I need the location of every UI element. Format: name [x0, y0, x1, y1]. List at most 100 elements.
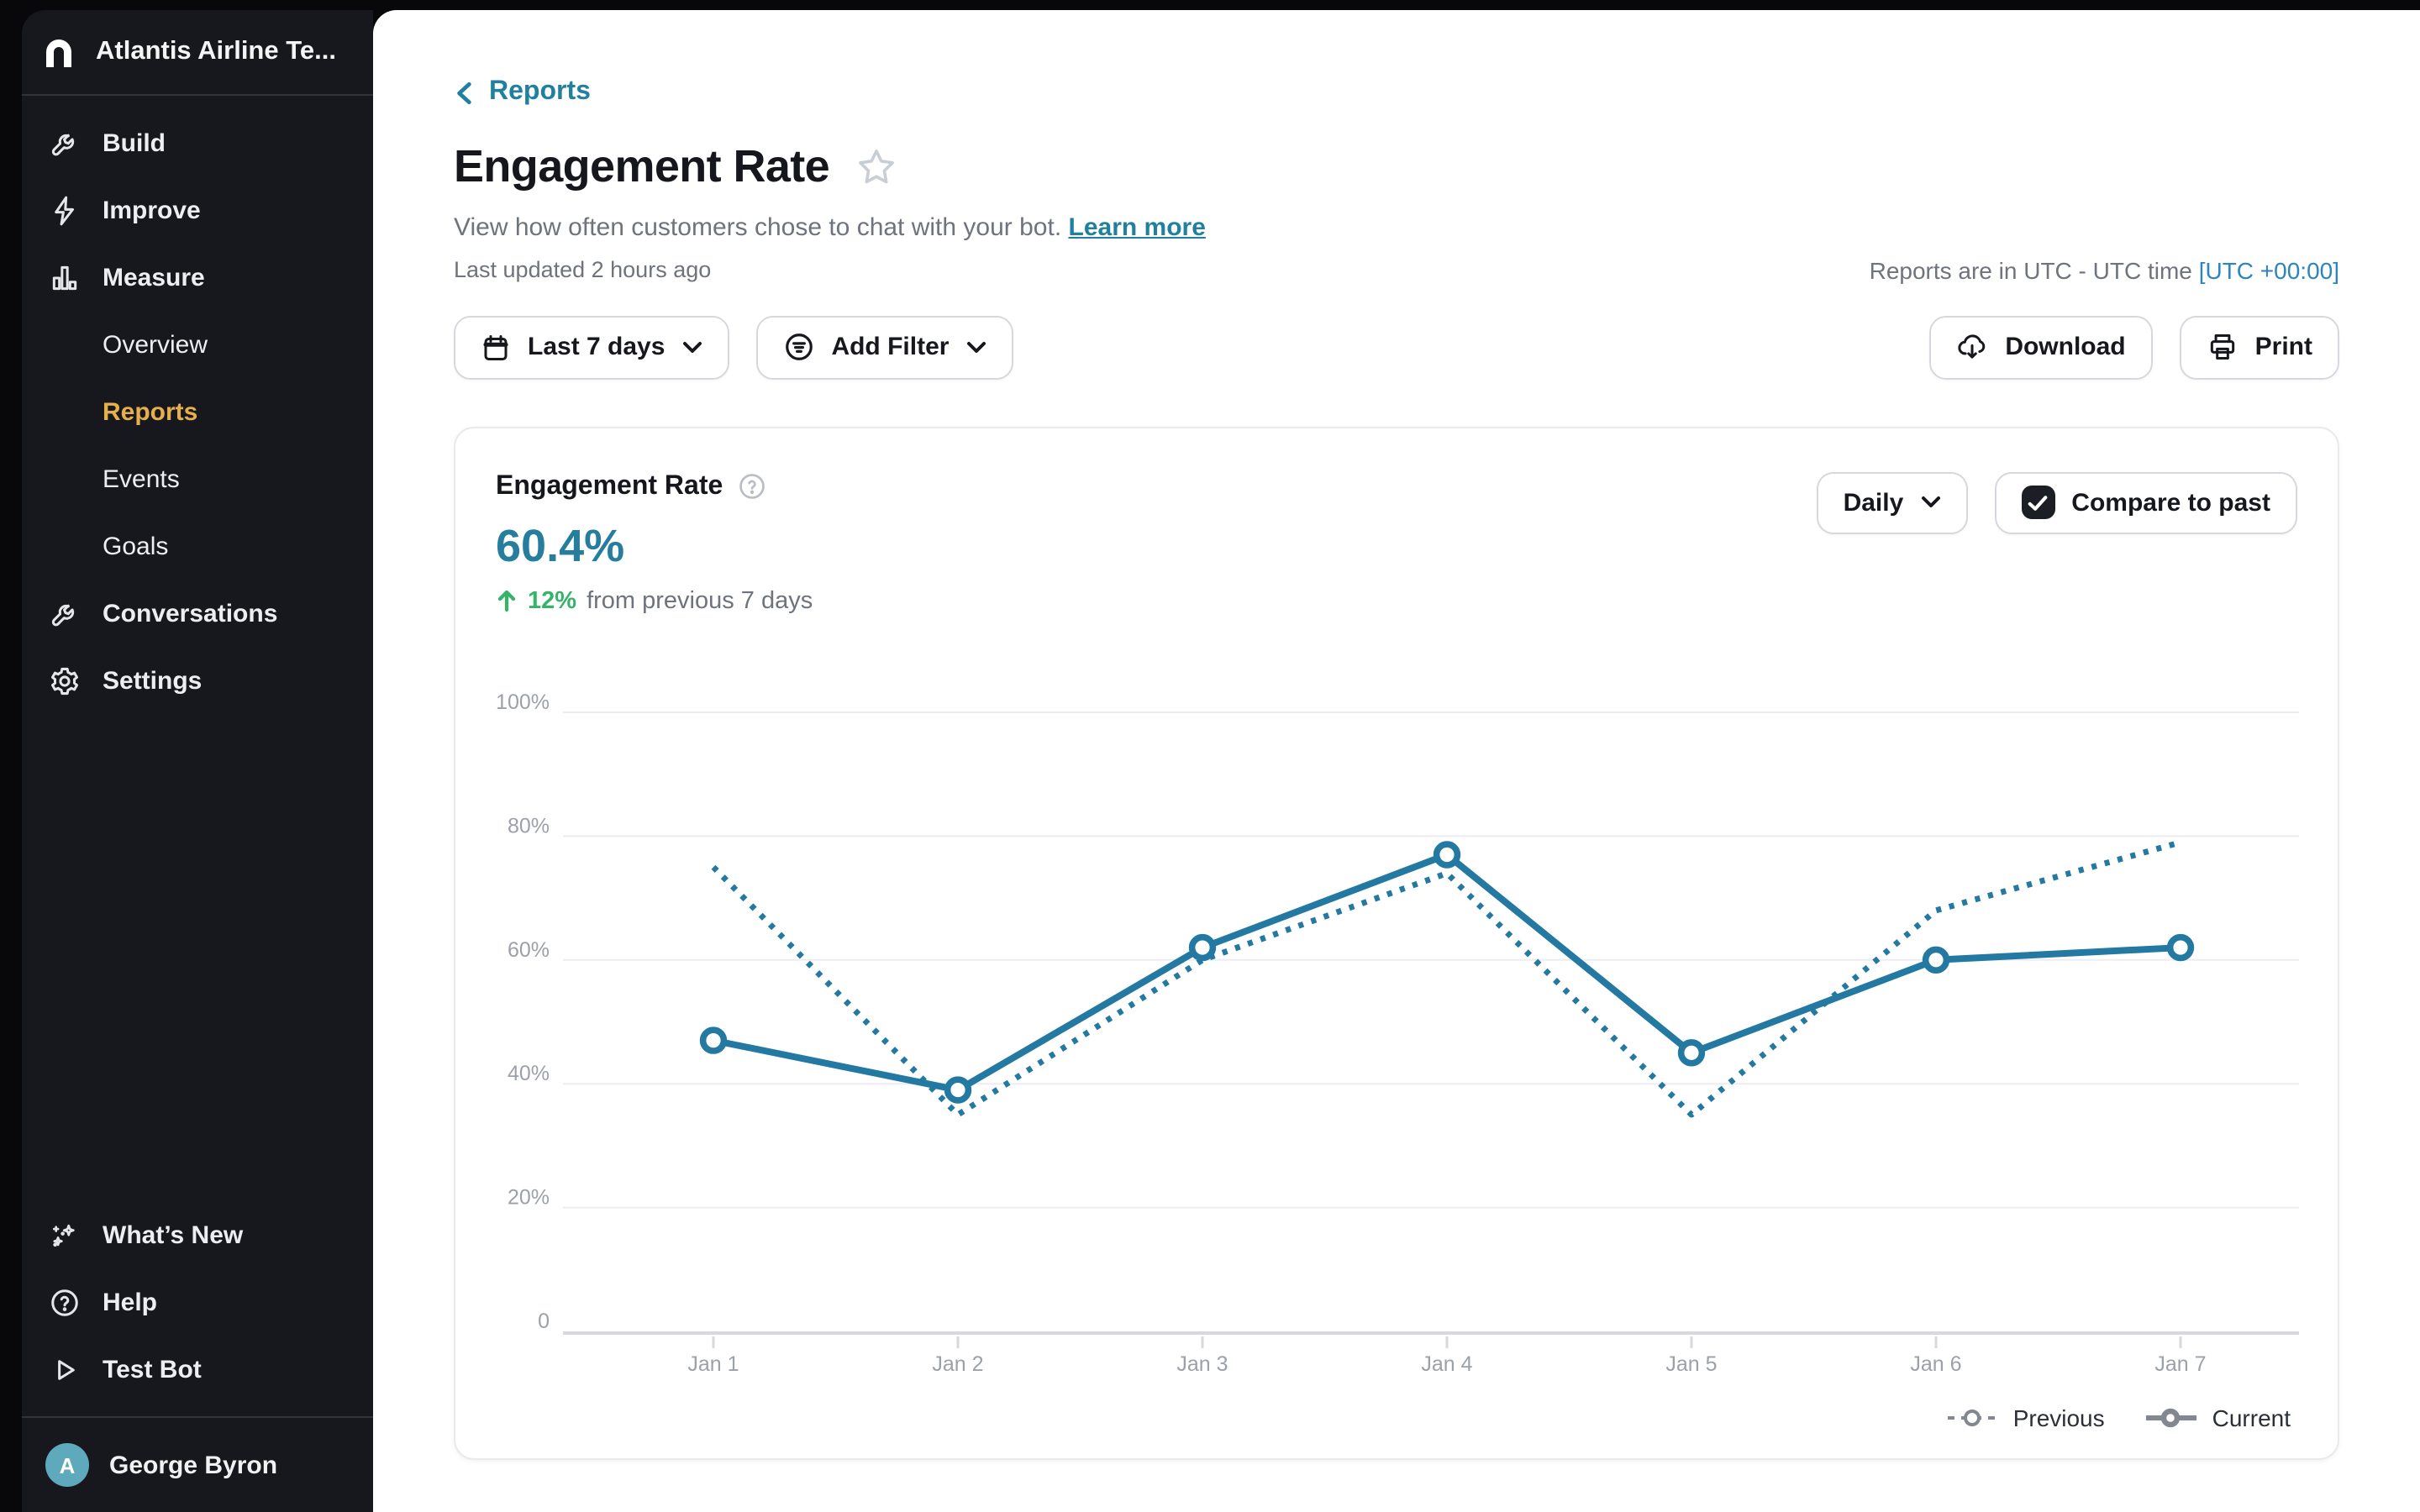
sidebar-item-reports[interactable]: Reports [22, 378, 373, 445]
sidebar-item-label: Settings [103, 666, 203, 695]
sidebar-item-improve[interactable]: Improve [22, 176, 373, 244]
sidebar-item-label: Goals [103, 532, 169, 560]
chart-legend: Previous Current [1946, 1404, 2291, 1431]
chevron-down-icon [681, 340, 702, 354]
sidebar: Atlantis Airline Te... Build Improve M [22, 10, 373, 1512]
engagement-chart: 0 20% 40% 60% 80% 100% Jan 1 Jan 2 Jan 3 Jan 4 Jan… [496, 690, 2299, 1375]
sidebar-item-label: Reports [103, 397, 198, 426]
sparkles-icon [47, 1218, 81, 1252]
x-tick-label: Jan 7 [2154, 1352, 2206, 1375]
series-current-line [710, 850, 2184, 1093]
y-tick-label: 20% [508, 1185, 550, 1209]
legend-item-current: Current [2145, 1404, 2291, 1431]
metric-value: 60.4% [496, 520, 625, 570]
previous-series-swatch-icon [1946, 1407, 1998, 1427]
timezone-note: Reports are in UTC - UTC time [UTC +00:0… [1869, 256, 2339, 283]
print-button[interactable]: Print [2179, 315, 2339, 379]
workspace-switcher[interactable]: Atlantis Airline Te... [22, 10, 373, 94]
y-tick-label: 80% [508, 813, 550, 837]
toolbar: Last 7 days Add Filter [454, 315, 2339, 379]
help-circle-icon [47, 1285, 81, 1319]
data-point-jan-5[interactable] [1677, 1038, 1706, 1066]
x-tick-label: Jan 1 [687, 1352, 739, 1375]
chevron-down-icon [965, 340, 986, 354]
user-name: George Byron [109, 1451, 278, 1479]
bolt-icon [47, 193, 81, 227]
granularity-button[interactable]: Daily [1816, 471, 1968, 533]
sidebar-item-label: Test Bot [103, 1355, 202, 1383]
y-tick-label: 40% [508, 1061, 550, 1084]
timezone-link[interactable]: [UTC +00:00] [2198, 256, 2339, 283]
last-updated-text: Last updated 2 hours ago [454, 257, 712, 282]
page-subtitle: View how often customers chose to chat w… [454, 213, 1062, 241]
data-point-jan-3[interactable] [1188, 932, 1217, 961]
x-tick-label: Jan 4 [1421, 1352, 1472, 1375]
current-series-swatch-icon [2145, 1407, 2197, 1427]
x-tick-label: Jan 2 [932, 1352, 983, 1375]
data-point-jan-4[interactable] [1433, 840, 1461, 868]
calendar-icon [481, 332, 511, 362]
sidebar-item-label: Build [103, 129, 166, 157]
sidebar-item-label: Measure [103, 263, 205, 291]
metric-label: Engagement Rate [496, 471, 723, 500]
download-icon [1956, 331, 1988, 363]
y-tick-label: 100% [496, 690, 550, 713]
bar-chart-icon [47, 260, 81, 294]
sidebar-item-events[interactable]: Events [22, 445, 373, 512]
chart-area: 0 20% 40% 60% 80% 100% Jan 1 Jan 2 Jan 3 Jan 4 Jan… [455, 428, 2338, 1457]
avatar: A [45, 1443, 89, 1487]
sidebar-item-measure[interactable]: Measure [22, 244, 373, 311]
user-menu[interactable]: A George Byron [22, 1418, 373, 1512]
data-point-jan-7[interactable] [2166, 932, 2195, 961]
sidebar-item-label: Improve [103, 196, 201, 224]
y-tick-label: 60% [508, 937, 550, 961]
wrench-icon [47, 126, 81, 160]
engagement-rate-card: Engagement Rate 60.4% 12% from previous [454, 426, 2339, 1459]
data-point-jan-2[interactable] [944, 1075, 972, 1103]
page-title: Engagement Rate [454, 140, 830, 191]
sidebar-item-build[interactable]: Build [22, 109, 373, 176]
workspace-name: Atlantis Airline Te... [96, 37, 336, 66]
learn-more-link[interactable]: Learn more [1068, 213, 1206, 241]
data-point-jan-1[interactable] [699, 1026, 728, 1053]
sidebar-item-whats-new[interactable]: What’s New [22, 1201, 373, 1268]
sidebar-nav: Build Improve Measure Overview Reports [22, 96, 373, 1201]
filter-icon [782, 331, 814, 363]
star-icon[interactable] [853, 144, 898, 189]
add-filter-button[interactable]: Add Filter [755, 315, 1013, 379]
help-circle-icon[interactable] [738, 472, 766, 501]
compare-to-past-toggle[interactable]: Compare to past [1994, 471, 2297, 533]
play-icon [47, 1352, 81, 1386]
workspace-logo-icon [39, 32, 79, 72]
x-tick-label: Jan 5 [1665, 1352, 1717, 1375]
back-to-reports-link[interactable]: Reports [454, 77, 591, 108]
sidebar-item-label: Events [103, 465, 180, 493]
sidebar-item-help[interactable]: Help [22, 1268, 373, 1336]
chevron-left-icon [454, 80, 476, 105]
sidebar-item-label: Help [103, 1288, 158, 1316]
trend-up-icon [496, 588, 518, 613]
sidebar-item-label: Overview [103, 330, 208, 359]
metric-block: Engagement Rate 60.4% 12% from previous [496, 471, 813, 614]
date-range-button[interactable]: Last 7 days [454, 315, 729, 379]
sidebar-footer: What’s New Help Test Bot A George Byron [22, 1201, 373, 1512]
download-button[interactable]: Download [1929, 315, 2153, 379]
chevron-down-icon [1920, 496, 1940, 509]
sidebar-item-goals[interactable]: Goals [22, 512, 373, 580]
x-tick-label: Jan 6 [1910, 1352, 1961, 1375]
legend-item-previous: Previous [1946, 1404, 2105, 1431]
sidebar-item-test-bot[interactable]: Test Bot [22, 1336, 373, 1403]
trend-value: 12% [528, 587, 577, 614]
sidebar-item-settings[interactable]: Settings [22, 647, 373, 714]
sidebar-divider [22, 94, 373, 96]
print-icon [2207, 331, 2238, 363]
wrench-icon [47, 596, 81, 630]
sidebar-item-overview[interactable]: Overview [22, 311, 373, 378]
trend-text: from previous 7 days [587, 587, 813, 614]
compare-checkbox[interactable] [2021, 486, 2055, 519]
sidebar-item-conversations[interactable]: Conversations [22, 580, 373, 647]
data-point-jan-6[interactable] [1922, 945, 1950, 973]
gear-icon [47, 664, 81, 697]
y-tick-label: 0 [538, 1309, 550, 1332]
